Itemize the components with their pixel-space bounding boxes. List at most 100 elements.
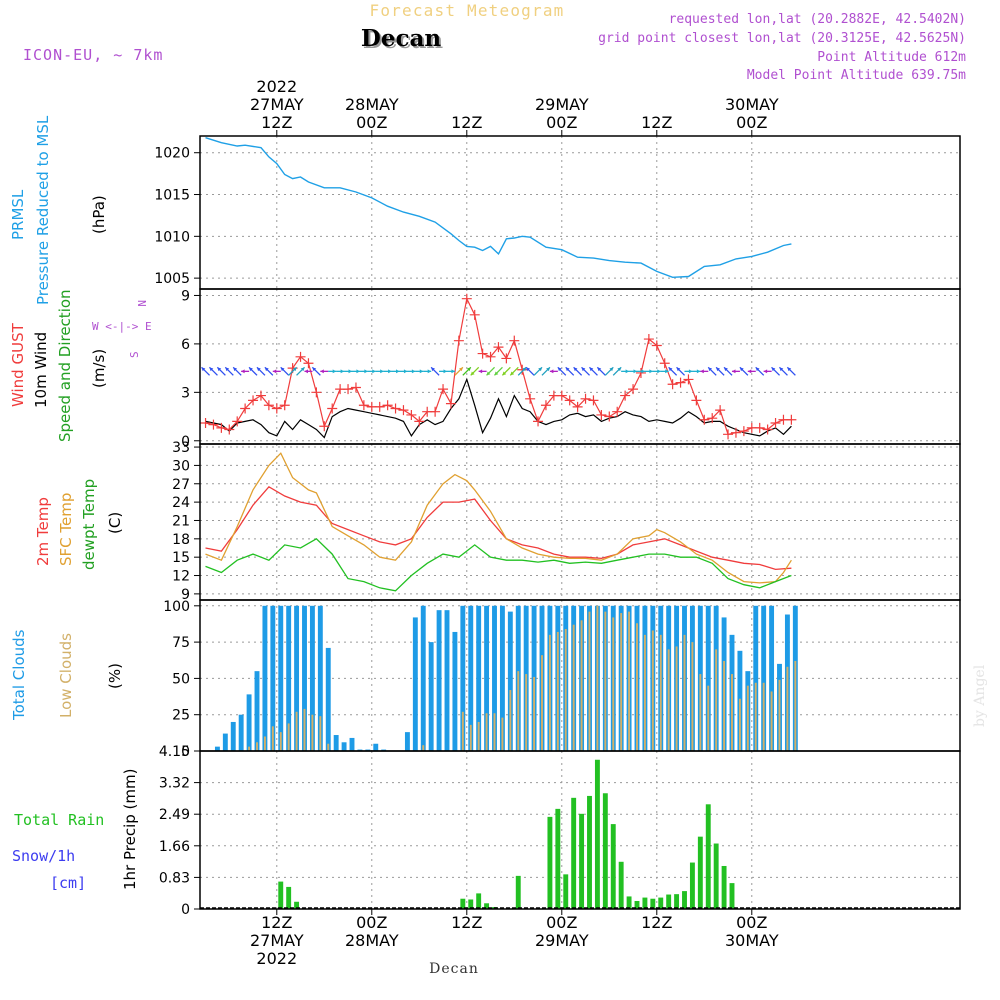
bar-low-clouds: [754, 682, 757, 751]
gust-marker: [501, 353, 512, 364]
gust-marker: [453, 335, 464, 346]
gust-marker: [730, 427, 741, 438]
wind-arrow-head: [486, 371, 491, 376]
wind-arrow-head: [466, 367, 471, 372]
bar-total-clouds: [420, 605, 426, 751]
gust-marker: [620, 390, 631, 401]
gust-marker: [564, 395, 575, 406]
bar-total-clouds: [230, 721, 236, 751]
gust-marker: [303, 358, 314, 369]
gust-marker: [509, 335, 520, 346]
bar-rain: [579, 813, 585, 909]
bar-low-clouds: [422, 745, 425, 751]
wind-arrow-head: [617, 367, 622, 372]
gust-marker: [659, 358, 670, 369]
ytick-label: 1010: [154, 229, 190, 245]
ytick-label: 25: [172, 708, 190, 724]
bar-rain: [713, 843, 719, 909]
bar-low-clouds: [699, 674, 702, 751]
gust-marker: [691, 395, 702, 406]
gust-marker: [382, 400, 393, 411]
gust-marker: [612, 406, 623, 417]
gust-marker: [556, 390, 567, 401]
bar-rain: [610, 824, 616, 909]
bar-low-clouds: [572, 624, 575, 751]
bar-low-clouds: [548, 634, 551, 751]
gridpoint-coords: grid point closest lon,lat (20.3125E, 42…: [598, 31, 966, 46]
gust-marker: [675, 377, 686, 388]
bar-total-clouds: [262, 605, 268, 751]
ytick-label: 75: [172, 635, 190, 651]
bar-low-clouds: [311, 714, 314, 751]
gust-marker: [216, 422, 227, 433]
panel-pressure: 1005 1010 1015 1020 PRMSL Pressure Reduced to…: [9, 115, 960, 305]
wind-arrow-head: [209, 367, 214, 372]
ytick-label: 21: [172, 513, 190, 529]
bar-rain: [650, 898, 656, 909]
ytick-label: 1020: [154, 146, 190, 162]
footer-location: Decan: [429, 961, 479, 977]
series-line-dewpoint: [205, 537, 792, 592]
gust-marker: [327, 403, 338, 414]
ytick-label: 24: [172, 495, 190, 511]
bar-low-clouds: [461, 711, 464, 751]
bar-total-clouds: [428, 642, 434, 751]
compass-we: W <-|-> E: [92, 320, 152, 333]
ytick-label: 9: [181, 288, 190, 304]
panel-label: Low Clouds: [57, 633, 75, 718]
bar-rain: [594, 759, 600, 909]
bar-rain: [571, 797, 577, 909]
bar-rain: [602, 793, 608, 909]
wind-arrow-head: [581, 367, 586, 372]
wind-arrow-head: [478, 369, 483, 374]
panel-label: PRMSL: [9, 189, 27, 240]
wind-arrow-head: [538, 367, 543, 372]
bar-total-clouds: [452, 631, 458, 751]
wind-arrow-head: [589, 367, 594, 372]
gust-marker: [738, 426, 749, 437]
time-label-top: 27MAY: [250, 95, 304, 114]
wind-arrow-head: [249, 367, 253, 372]
bar-rain: [587, 795, 592, 909]
gust-marker: [477, 348, 488, 359]
wind-arrow-head: [763, 369, 768, 374]
bar-low-clouds: [604, 611, 607, 751]
bar-rain: [515, 875, 521, 909]
gust-marker: [343, 384, 354, 395]
wind-arrow-head: [700, 369, 704, 374]
compass-s: S: [128, 351, 141, 358]
panel-unit: 1hr Precip (mm): [121, 769, 139, 890]
wind-arrow-head: [665, 369, 669, 374]
bar-low-clouds: [683, 634, 686, 751]
bar-low-clouds: [517, 671, 520, 751]
bar-rain: [476, 893, 482, 909]
series-line-wind: [205, 377, 792, 439]
bar-total-clouds: [753, 605, 759, 751]
wind-arrow-head: [649, 369, 653, 374]
bar-low-clouds: [746, 685, 749, 751]
gust-marker: [295, 351, 306, 362]
panel-label: dewpt Temp: [80, 479, 98, 570]
bar-rain: [666, 894, 672, 909]
ytick-label: 15: [172, 550, 190, 566]
bar-low-clouds: [271, 726, 274, 751]
gust-marker: [271, 403, 282, 414]
bar-total-clouds: [499, 605, 505, 751]
panel-label: 2m Temp: [34, 497, 52, 566]
gust-marker: [786, 414, 797, 425]
gust-marker: [604, 411, 615, 422]
gust-marker: [461, 293, 472, 304]
wind-arrow-head: [364, 369, 368, 374]
bar-rain: [697, 836, 703, 909]
model-altitude: Model Point Altitude 639.75m: [747, 68, 966, 83]
time-label-bottom: 12Z: [261, 913, 292, 932]
panel-unit: (m/s): [90, 349, 108, 388]
bar-low-clouds: [319, 716, 322, 751]
gust-marker: [762, 424, 773, 435]
bar-total-clouds: [444, 610, 450, 751]
gust-marker: [311, 387, 322, 398]
gust-marker: [398, 405, 409, 416]
ytick-label: 3: [181, 385, 190, 401]
bar-rain: [689, 862, 695, 909]
